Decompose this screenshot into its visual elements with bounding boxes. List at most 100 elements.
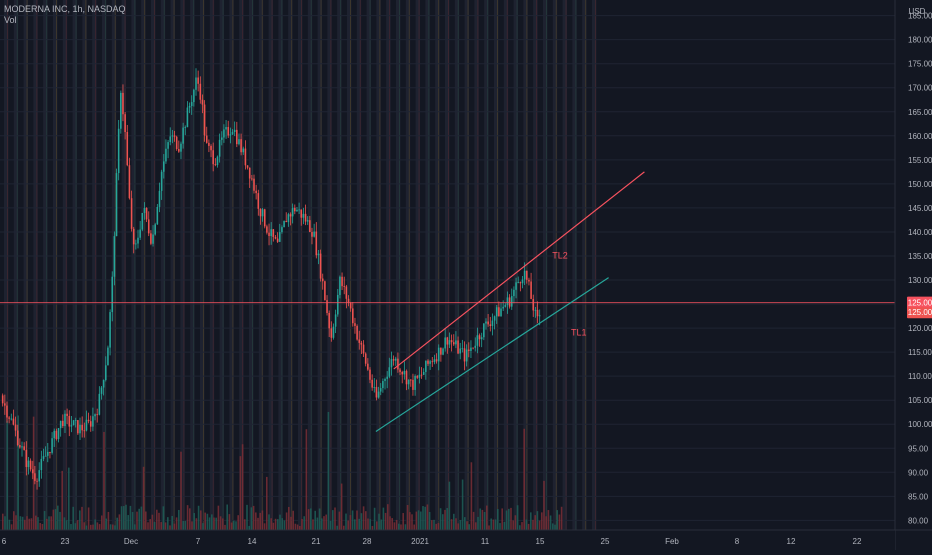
- x-tick-label: 6: [2, 537, 7, 546]
- volume-bar: [2, 513, 4, 530]
- y-tick-label: 160.00: [908, 132, 932, 141]
- y-tick-label: 170.00: [908, 84, 932, 93]
- volume-bar: [186, 505, 189, 530]
- session-marker-line: [7, 0, 8, 530]
- volume-bar: [483, 511, 486, 530]
- candle-body: [302, 213, 305, 218]
- volume-bar: [481, 509, 484, 530]
- symbol-title: MODERNA INC, 1h, NASDAQ: [4, 4, 126, 14]
- candle-body: [77, 420, 79, 434]
- candle-body: [242, 148, 245, 153]
- y-tick-label: 95.00: [908, 444, 929, 453]
- candle-body: [10, 418, 13, 420]
- session-stripe: [366, 0, 371, 530]
- candle-body: [68, 415, 71, 427]
- volume-bar: [288, 506, 290, 530]
- volume-bar: [327, 411, 330, 530]
- volume-bar: [129, 505, 132, 530]
- y-tick-label: 110.00: [908, 372, 932, 381]
- candle-body: [442, 348, 444, 355]
- volume-bar: [211, 514, 213, 530]
- volume-bar: [424, 506, 426, 530]
- volume-bar: [114, 525, 116, 530]
- volume-bar: [19, 516, 22, 530]
- candle-body: [31, 469, 34, 474]
- candle-body: [431, 361, 434, 363]
- candle-body: [64, 413, 66, 427]
- candle-body: [238, 139, 240, 145]
- y-tick-label: 185.00: [908, 12, 932, 21]
- volume-bar: [94, 519, 96, 530]
- y-tick-label: 165.00: [908, 108, 932, 117]
- candle-body: [23, 446, 25, 451]
- session-marker-line: [389, 0, 391, 530]
- volume-bar: [459, 520, 462, 530]
- candle-body: [294, 207, 296, 212]
- session-marker-line: [183, 0, 185, 530]
- candle-body: [364, 353, 367, 364]
- candle-body: [195, 77, 197, 90]
- volume-bar: [521, 522, 523, 530]
- volume-bar: [560, 506, 563, 530]
- candle-body: [53, 430, 56, 439]
- session-marker-line: [65, 0, 67, 530]
- session-stripe: [4, 0, 9, 530]
- volume-bar: [173, 523, 176, 530]
- volume-bar: [74, 523, 77, 530]
- trendline-label-tl1: TL1: [571, 327, 587, 337]
- y-tick-label: 155.00: [908, 156, 932, 165]
- volume-bar: [371, 525, 374, 530]
- candle-body: [315, 231, 318, 256]
- volume-bar: [202, 523, 204, 530]
- candle-body: [390, 359, 393, 368]
- session-stripe: [376, 0, 381, 530]
- candle-body: [180, 143, 182, 152]
- volume-bar: [63, 517, 66, 530]
- session-marker-line: [232, 0, 234, 530]
- candle-body: [137, 237, 139, 244]
- candle-body: [352, 308, 354, 324]
- session-marker-line: [418, 0, 420, 530]
- session-marker-line: [242, 0, 244, 530]
- volume-bar: [450, 519, 453, 530]
- session-stripe: [249, 0, 254, 530]
- candle-body: [433, 359, 436, 363]
- session-marker-line: [516, 0, 518, 530]
- candle-body: [231, 131, 234, 135]
- session-stripe: [258, 0, 264, 530]
- y-tick-label: 100.00: [908, 420, 932, 429]
- candle-body: [227, 127, 230, 136]
- session-stripe: [562, 0, 567, 530]
- candle-body: [461, 348, 464, 350]
- candle-body: [291, 207, 294, 217]
- candle-body: [416, 376, 419, 378]
- volume-bar: [398, 523, 400, 530]
- volume-bar: [120, 506, 123, 530]
- volume-bar: [206, 513, 209, 530]
- volume-bar: [527, 523, 530, 530]
- volume-bar: [362, 506, 365, 530]
- candle-body: [375, 387, 378, 398]
- candle-body: [92, 416, 94, 427]
- candle-body: [104, 365, 107, 381]
- session-marker-line: [555, 0, 557, 530]
- volume-bar: [303, 516, 305, 530]
- candle-body: [276, 238, 279, 242]
- candle-body: [169, 136, 172, 143]
- volume-bar: [70, 524, 72, 530]
- candle-body: [111, 276, 114, 313]
- candle-body: [371, 379, 373, 388]
- volume-bar: [406, 505, 409, 530]
- candle-body: [485, 321, 487, 324]
- candle-body: [128, 165, 131, 199]
- session-marker-line: [506, 0, 508, 530]
- volume-bar: [54, 509, 57, 530]
- volume-bar: [101, 515, 103, 530]
- candle-body: [296, 209, 298, 212]
- volume-bar: [503, 521, 506, 530]
- volume-bar: [184, 520, 187, 530]
- x-tick-label: 15: [536, 537, 545, 546]
- candle-body: [268, 232, 270, 237]
